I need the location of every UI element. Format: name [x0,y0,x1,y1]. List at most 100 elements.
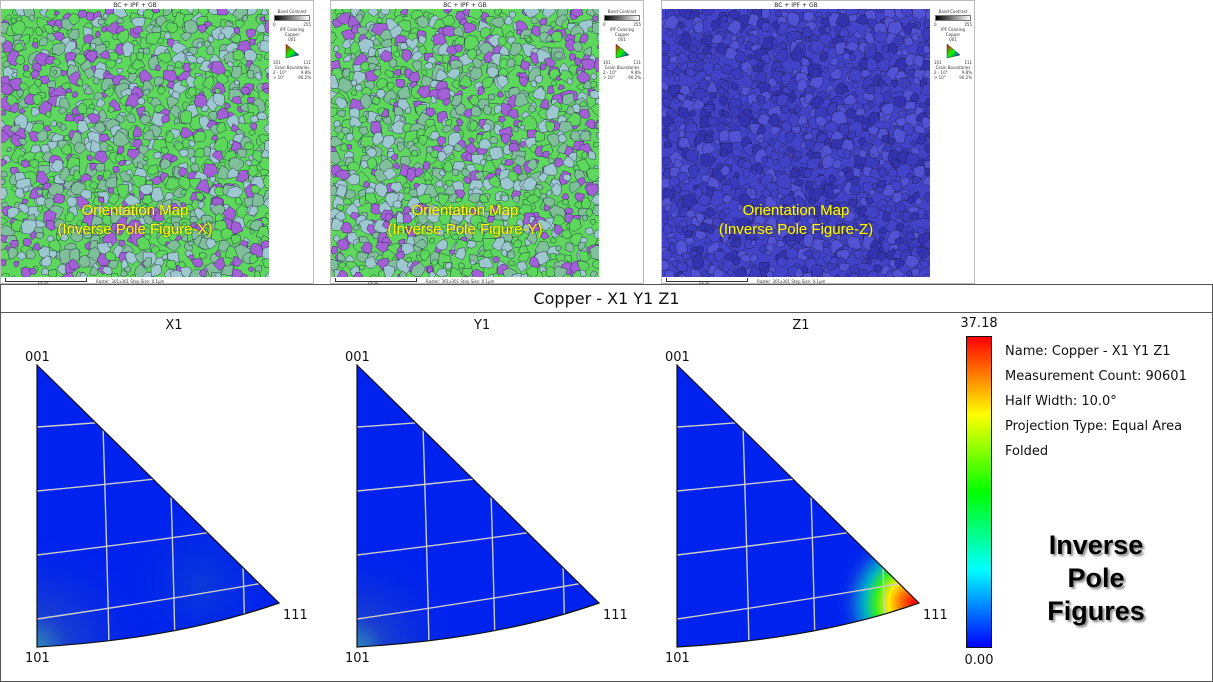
grain [141,194,153,205]
grain [907,196,915,205]
ipf-triangle-outline [356,363,601,648]
grain [264,20,269,34]
grain [436,136,446,146]
grain [891,268,906,277]
grain [811,251,821,261]
grain [155,222,163,229]
grain [142,47,151,55]
grain [335,51,342,60]
grain [691,97,706,112]
grain [693,32,703,42]
grain [551,182,562,197]
grain [372,232,380,240]
grain [865,85,875,95]
legend-corner-101: 101 [603,60,611,65]
corner-label-101: 101 [345,651,370,666]
grain [787,207,798,216]
grain [154,64,161,72]
grain [835,12,851,28]
grain [884,195,891,202]
grain [536,218,553,231]
grain [687,164,700,179]
grain [335,210,347,221]
grain [500,194,509,203]
grain [391,153,399,162]
grain [402,213,412,224]
grain [259,16,266,23]
grain [126,112,137,124]
grain [702,104,715,114]
grain [782,194,796,205]
grain [742,142,756,158]
grain [445,68,461,80]
grain [143,155,149,162]
grain [240,86,250,95]
legend-corners-bottom: 101 111 [932,60,974,65]
grain [564,39,576,53]
grain [174,60,184,69]
grain [1,35,7,45]
grain [416,193,432,204]
grain [709,189,725,208]
grain [713,267,726,277]
grain [750,168,757,176]
grain [678,106,691,120]
grain [876,57,891,75]
gb-range: > 10° [603,75,615,80]
grain [346,143,353,150]
grain [802,168,813,179]
grain [102,266,113,275]
grain [726,19,742,36]
grain [53,193,66,204]
grain [331,245,338,256]
grain [804,36,810,44]
grain [885,270,895,277]
grain [108,260,119,269]
grain [492,255,501,264]
grain [832,159,842,169]
grain [152,9,161,14]
grain [107,241,113,248]
grain [875,9,884,14]
grain [410,262,426,277]
grain [93,122,106,134]
grain [430,95,438,105]
grain [95,31,101,37]
grain [230,65,243,79]
grain [731,147,743,157]
grain [594,98,599,105]
grain [265,99,269,108]
grain [248,165,259,178]
grain [925,9,930,23]
grain [481,77,494,89]
grain [218,240,232,253]
grain [124,251,139,265]
grain [260,217,269,226]
grain [442,26,456,37]
grain [151,175,163,185]
grain [844,273,850,277]
grain [757,113,771,127]
grain [867,99,875,110]
grain [757,137,765,144]
grain [336,12,351,25]
grain [923,143,930,154]
grain [455,103,467,116]
grain [922,274,930,277]
grain [117,145,125,155]
grain [766,138,776,147]
grain [561,229,573,240]
grain [132,124,143,138]
grain [230,33,242,44]
grain [234,20,245,29]
grain [539,99,550,110]
grain [333,234,341,243]
grain [662,260,671,271]
grain [429,148,440,158]
grain [497,36,507,47]
grain [858,268,870,277]
scale-bar [335,278,417,282]
grain [86,112,101,125]
grain [550,80,558,87]
grain [675,25,684,37]
